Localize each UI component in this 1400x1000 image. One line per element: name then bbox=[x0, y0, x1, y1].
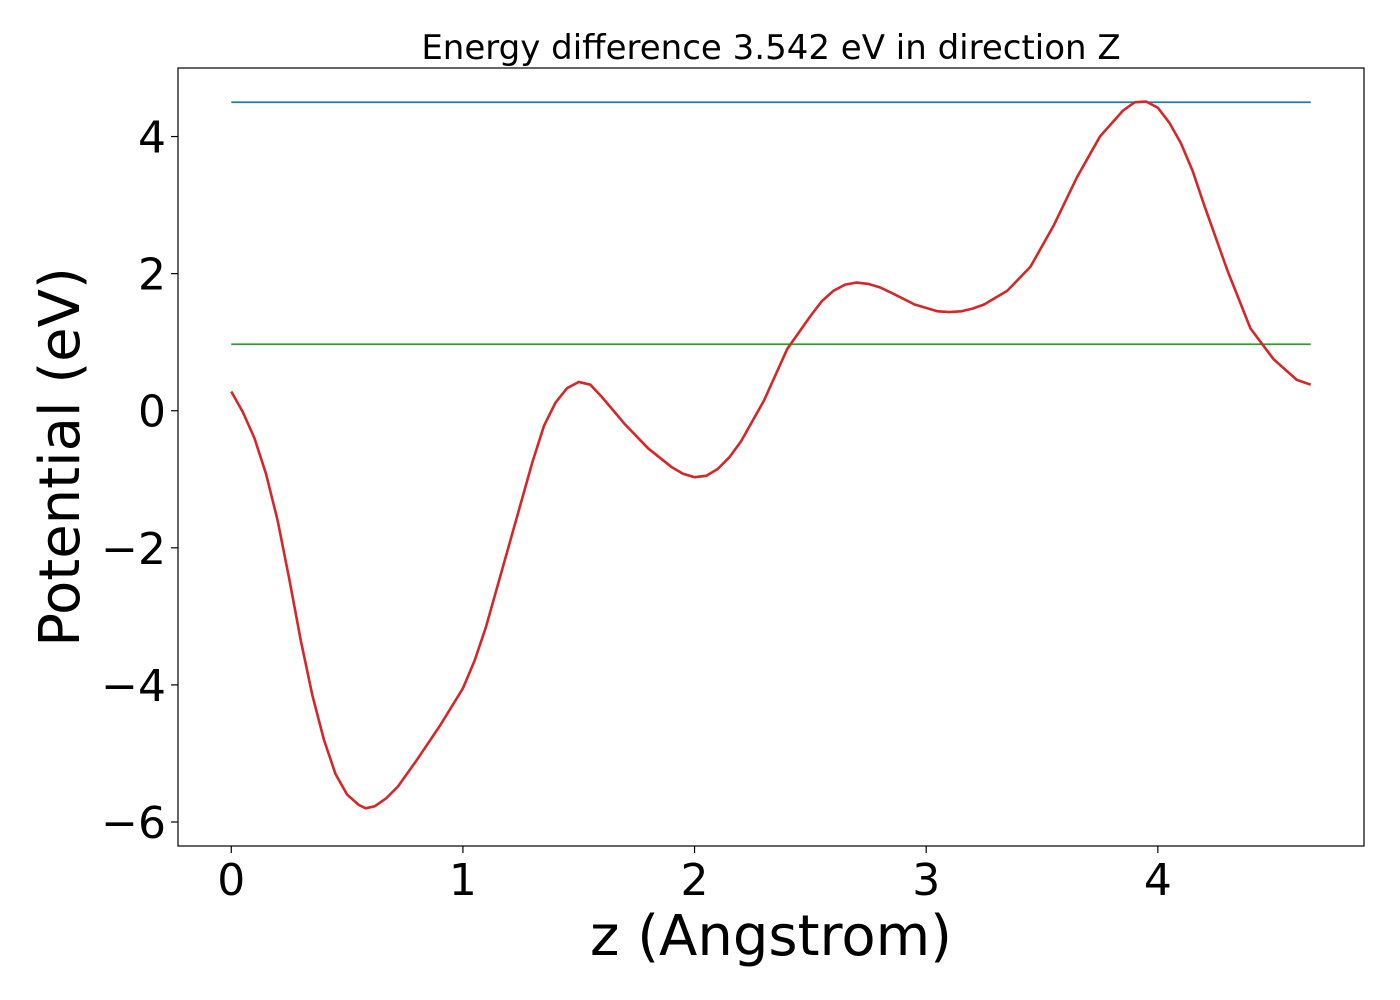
y-tick-label: 0 bbox=[138, 387, 166, 438]
x-tick-label: 0 bbox=[217, 855, 245, 906]
y-tick-label: −4 bbox=[101, 661, 166, 712]
x-tick-label: 2 bbox=[681, 855, 709, 906]
x-tick-label: 4 bbox=[1144, 855, 1172, 906]
x-tick-label: 3 bbox=[912, 855, 940, 906]
x-axis-ticks: 0 1 2 3 4 bbox=[217, 846, 1172, 906]
y-axis-label: Potential (eV) bbox=[28, 267, 93, 647]
chart-title: Energy difference 3.542 eV in direction … bbox=[421, 28, 1120, 68]
y-axis-ticks: −6 −4 −2 0 2 4 bbox=[101, 113, 178, 849]
x-tick-label: 1 bbox=[449, 855, 477, 906]
potential-curve bbox=[230, 100, 1312, 810]
y-tick-label: 2 bbox=[138, 250, 166, 301]
plot-frame bbox=[177, 67, 1365, 847]
x-axis-label: z (Angstrom) bbox=[590, 904, 952, 969]
series-layer bbox=[230, 100, 1312, 810]
y-tick-label: −2 bbox=[101, 524, 166, 575]
y-tick-label: −6 bbox=[101, 798, 166, 849]
y-tick-label: 4 bbox=[138, 113, 166, 164]
